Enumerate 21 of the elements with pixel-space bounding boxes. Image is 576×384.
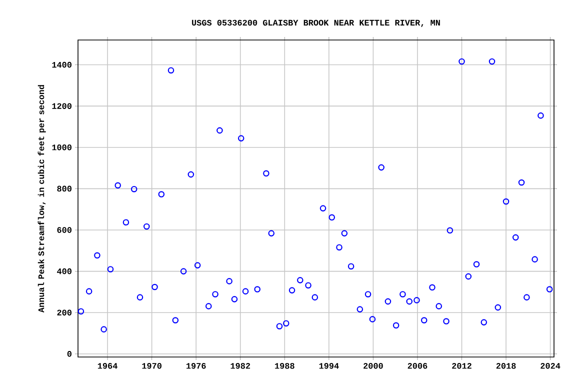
y-tick-label: 400 (57, 268, 72, 274)
x-tick-label: 1970 (142, 363, 162, 369)
y-tick-label: 600 (57, 227, 72, 233)
x-tick-label: 1964 (98, 363, 118, 369)
y-tick-label: 1200 (52, 103, 72, 109)
x-tick-label: 1976 (186, 363, 206, 369)
x-tick-label: 2018 (496, 363, 516, 369)
x-tick-label: 2012 (452, 363, 472, 369)
x-tick-label: 1994 (319, 363, 339, 369)
y-tick-label: 1000 (52, 144, 72, 150)
x-tick-label: 2024 (540, 363, 560, 369)
y-tick-label: 800 (57, 186, 72, 192)
x-tick-label: 1988 (275, 363, 294, 369)
y-axis-title: Annual Peak Streamflow, in cubic feet per second (38, 85, 46, 313)
y-tick-label: 1400 (52, 62, 72, 68)
chart-title: USGS 05336200 GLAISBY BROOK NEAR KETTLE RIVER, MN (192, 20, 440, 27)
y-tick-label: 0 (67, 351, 72, 357)
x-tick-label: 1982 (230, 363, 250, 369)
x-tick-label: 2000 (364, 363, 383, 369)
y-tick-label: 200 (57, 310, 72, 316)
x-tick-label: 2006 (408, 363, 428, 369)
